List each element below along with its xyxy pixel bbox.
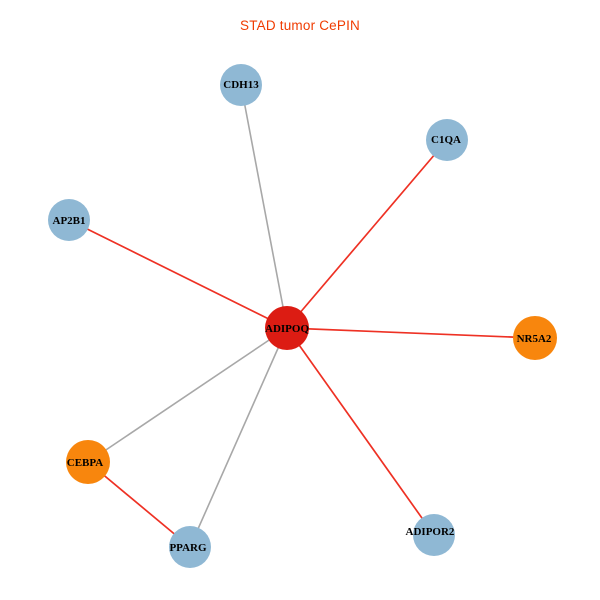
- node-circle-cebpa[interactable]: [66, 440, 110, 484]
- edge-cebpa-pparg: [87, 461, 191, 548]
- node-ap2b1[interactable]: AP2B1: [48, 199, 90, 241]
- page-title: STAD tumor CePIN: [240, 18, 360, 33]
- node-circle-pparg[interactable]: [169, 526, 211, 568]
- node-circle-ap2b1[interactable]: [48, 199, 90, 241]
- edge-adipoq-adipor2: [286, 327, 435, 536]
- node-circle-c1qa[interactable]: [426, 119, 468, 161]
- node-label-adipoq: ADIPOQ: [265, 323, 309, 335]
- node-label-ap2b1: AP2B1: [53, 215, 86, 227]
- node-nr5a2[interactable]: NR5A2: [513, 316, 557, 360]
- edge-adipoq-cebpa: [87, 327, 288, 463]
- edges-layer: [68, 84, 536, 548]
- node-label-c1qa: C1QA: [431, 134, 461, 146]
- node-label-adipor2: ADIPOR2: [406, 526, 455, 538]
- nodes-layer: ADIPOQ CDH13 C1QA AP2B1 NR5A2 CEBPA PPARG ADIPO…: [48, 64, 557, 568]
- node-label-cebpa: CEBPA: [67, 457, 104, 469]
- node-label-pparg: PPARG: [169, 542, 207, 554]
- edge-adipoq-nr5a2: [286, 327, 536, 339]
- node-cebpa[interactable]: CEBPA: [66, 440, 110, 484]
- node-circle-adipor2[interactable]: [413, 514, 455, 556]
- edge-adipoq-cdh13: [240, 84, 288, 329]
- node-cdh13[interactable]: CDH13: [220, 64, 262, 106]
- node-circle-cdh13[interactable]: [220, 64, 262, 106]
- node-label-cdh13: CDH13: [223, 79, 259, 91]
- node-adipoq[interactable]: ADIPOQ: [265, 306, 309, 350]
- edge-adipoq-ap2b1: [68, 219, 288, 329]
- node-label-nr5a2: NR5A2: [517, 333, 552, 345]
- edge-adipoq-pparg: [189, 327, 288, 548]
- edge-adipoq-c1qa: [286, 139, 448, 329]
- node-circle-nr5a2[interactable]: [513, 316, 557, 360]
- node-pparg[interactable]: PPARG: [169, 526, 211, 568]
- node-adipor2[interactable]: ADIPOR2: [406, 514, 455, 556]
- node-c1qa[interactable]: C1QA: [426, 119, 468, 161]
- node-circle-adipoq[interactable]: [265, 306, 309, 350]
